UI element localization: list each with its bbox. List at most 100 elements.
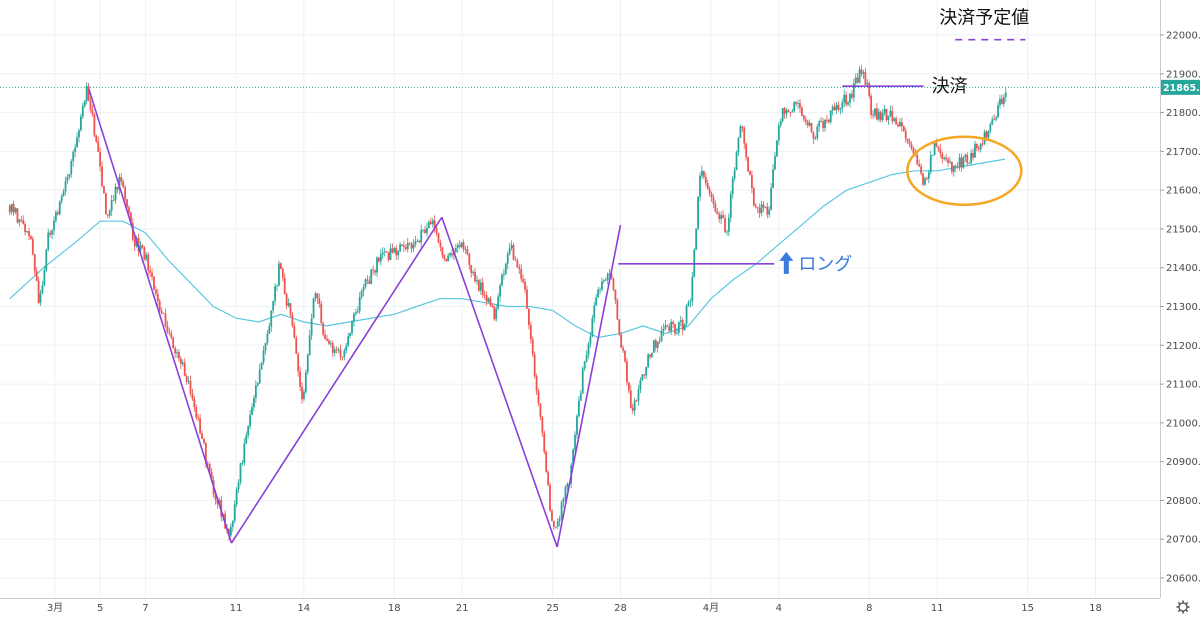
pattern-line-wave-3 xyxy=(441,217,558,548)
candle-body xyxy=(789,111,792,113)
candle-body xyxy=(997,105,999,118)
candle-body xyxy=(393,248,396,253)
candle-body xyxy=(128,207,130,213)
candle-body xyxy=(726,231,728,233)
candle-body xyxy=(651,352,653,357)
candle-body xyxy=(856,77,859,83)
candle-body xyxy=(658,340,661,342)
candle-body xyxy=(264,342,267,351)
candle-body xyxy=(606,273,609,280)
candle-body xyxy=(451,253,453,256)
candle-body xyxy=(652,340,655,353)
candle-body xyxy=(272,300,275,311)
candle-body xyxy=(633,400,636,411)
candle-body xyxy=(51,230,53,235)
y-tick-label: 21500.0 xyxy=(1166,224,1200,235)
candle-body xyxy=(537,390,540,404)
candle-body xyxy=(206,463,209,465)
candle-body xyxy=(695,228,698,250)
current-price-badge xyxy=(1161,79,1200,95)
candle-body xyxy=(745,143,748,157)
candle-body xyxy=(616,299,619,320)
candle-body xyxy=(74,147,77,152)
candle-body xyxy=(216,499,219,504)
candle-body xyxy=(281,268,284,278)
candle-body xyxy=(55,212,57,221)
candle-body xyxy=(776,140,778,157)
settle-label: 決済 xyxy=(932,76,968,97)
candle-body xyxy=(458,245,461,247)
candle-body xyxy=(827,119,830,123)
candle-body xyxy=(306,354,309,373)
candle-body xyxy=(806,121,809,126)
candle-body xyxy=(266,333,269,343)
candle-body xyxy=(981,143,984,145)
candle-body xyxy=(716,211,719,215)
candle-body xyxy=(314,293,317,299)
candle-body xyxy=(68,174,71,177)
candle-body xyxy=(566,483,569,487)
candle-body xyxy=(110,200,113,211)
candle-body xyxy=(868,83,871,97)
candle-body xyxy=(552,520,555,527)
candle-body xyxy=(524,281,526,290)
candle-body xyxy=(512,245,515,260)
candle-body xyxy=(179,358,182,364)
candle-body xyxy=(362,287,365,291)
gear-icon[interactable] xyxy=(1176,600,1190,614)
candle-body xyxy=(495,308,498,320)
candle-body xyxy=(583,361,586,369)
candle-body xyxy=(454,248,457,253)
candle-body xyxy=(662,328,665,332)
candle-body xyxy=(229,526,232,536)
candle-body xyxy=(729,194,732,218)
candle-body xyxy=(343,350,346,357)
candle-body xyxy=(195,407,198,418)
candle-body xyxy=(585,355,588,362)
candle-body xyxy=(208,464,211,472)
x-tick-label: 4月 xyxy=(703,602,719,614)
candle-body xyxy=(862,72,865,74)
candle-body xyxy=(160,310,163,314)
candle-body xyxy=(445,258,448,262)
candle-body xyxy=(124,187,127,200)
candle-body xyxy=(676,332,678,334)
candle-body xyxy=(218,500,221,504)
candle-body xyxy=(900,122,903,127)
candle-body xyxy=(945,157,948,160)
candle-body xyxy=(943,157,946,160)
candle-body xyxy=(149,270,152,273)
candle-body xyxy=(374,270,376,273)
candle-body xyxy=(383,251,386,253)
candle-body xyxy=(714,203,717,212)
candle-body xyxy=(187,380,190,382)
candle-body xyxy=(849,93,851,103)
candle-body xyxy=(972,152,974,158)
candle-body xyxy=(270,310,273,327)
candle-body xyxy=(145,254,148,260)
y-tick-label: 21700.0 xyxy=(1166,147,1200,158)
candle-body xyxy=(756,207,759,208)
candle-body xyxy=(460,242,463,247)
candle-body xyxy=(118,177,121,190)
candle-body xyxy=(253,398,255,408)
candle-body xyxy=(360,290,363,298)
candle-body xyxy=(456,245,459,249)
candle-body xyxy=(493,306,496,320)
candle-body xyxy=(237,482,240,490)
candle-body xyxy=(847,102,849,105)
y-axis-panel[interactable] xyxy=(1160,0,1200,598)
candle-body xyxy=(483,295,486,296)
candle-body xyxy=(95,135,98,142)
y-tick-label: 20800.0 xyxy=(1166,496,1200,507)
candle-body xyxy=(843,94,846,103)
candle-body xyxy=(254,385,257,399)
candle-body xyxy=(758,207,761,214)
candle-body xyxy=(93,114,96,136)
candle-body xyxy=(470,265,473,273)
x-axis-panel[interactable] xyxy=(0,598,1160,618)
pattern-line-wave-2 xyxy=(230,216,443,544)
candle-body xyxy=(966,154,969,163)
